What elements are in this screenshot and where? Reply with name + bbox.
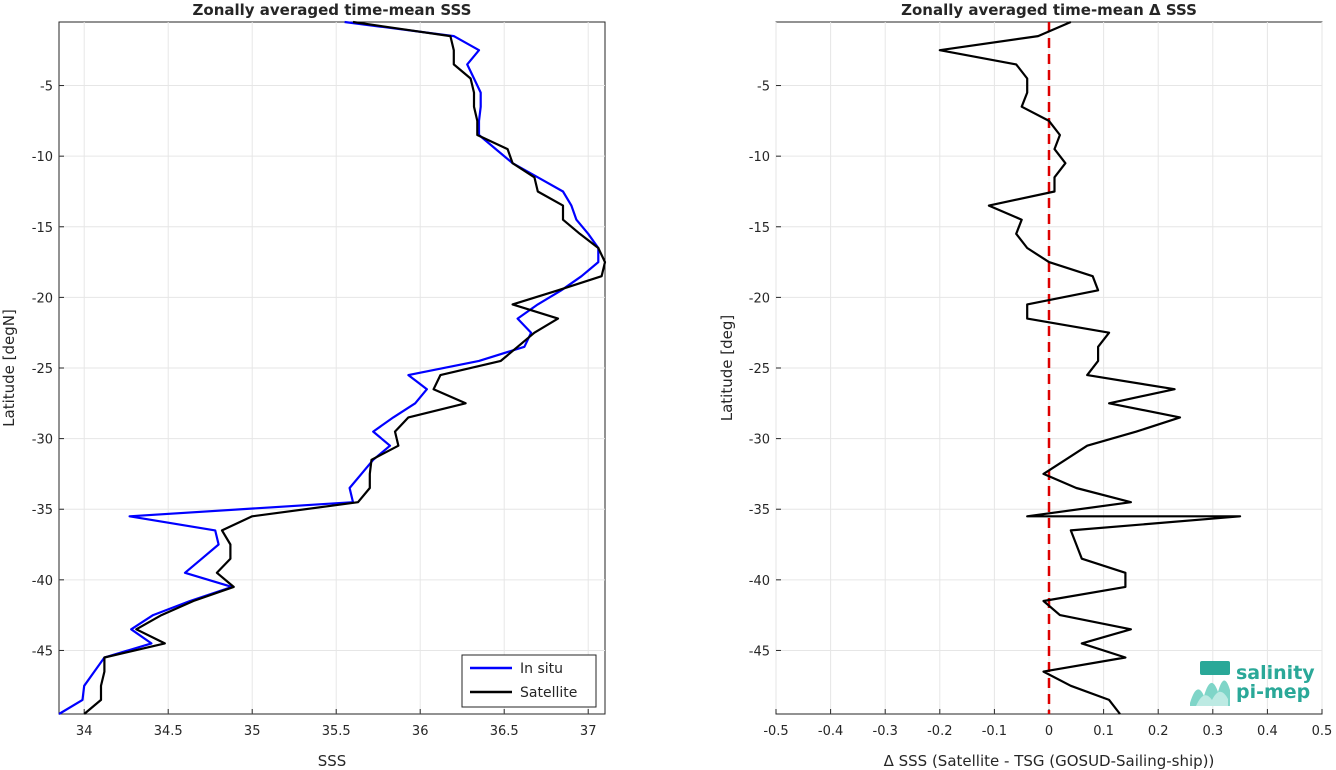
y-tick-label: -5 — [40, 80, 53, 95]
waves-icon — [1190, 661, 1230, 706]
x-tick-label: 0.3 — [1202, 724, 1223, 739]
series-line-0 — [938, 20, 1242, 715]
y-axis-label: Latitude [degN] — [0, 309, 18, 427]
grid — [59, 22, 605, 714]
x-tick-label: 0.2 — [1148, 724, 1169, 739]
x-tick-label: -0.4 — [818, 724, 843, 739]
x-tick-label: -0.3 — [873, 724, 898, 739]
logo-line1: salinity — [1236, 662, 1315, 684]
series-line-1 — [83, 20, 607, 715]
x-tick-label: -0.5 — [763, 724, 788, 739]
y-tick-label: -45 — [749, 644, 770, 659]
x-tick-label: 35.5 — [322, 724, 351, 739]
x-tick-label: 34 — [76, 724, 93, 739]
y-tick-label: -45 — [32, 644, 53, 659]
y-tick-label: -10 — [32, 150, 53, 165]
x-tick-label: 35 — [244, 724, 261, 739]
x-tick-label: -0.2 — [927, 724, 952, 739]
tick-labels: 34 34.5 35 35.5 36 36.5 37 -5 -10 -15 -20 -25 -30 -35… — [32, 80, 597, 739]
x-tick-label: 37 — [580, 724, 597, 739]
x-axis-label: Δ SSS (Satellite - TSG (GOSUD-Sailing-sh… — [884, 752, 1215, 770]
chart-title: Zonally averaged time-mean SSS — [193, 1, 472, 19]
x-tick-label: -0.1 — [982, 724, 1007, 739]
grid — [775, 22, 1323, 714]
x-axis-label: SSS — [318, 752, 347, 770]
chart-title: Zonally averaged time-mean Δ SSS — [901, 1, 1197, 19]
sss-chart: 34 34.5 35 35.5 36 36.5 37 -5 -10 -15 -20 -25 -30 -35… — [0, 1, 607, 770]
series-group — [938, 20, 1242, 715]
salinity-pimep-logo: salinity pi-mep — [1190, 661, 1315, 706]
x-tick-label: 0.4 — [1257, 724, 1278, 739]
series-group — [58, 20, 607, 715]
legend-label-satellite: Satellite — [520, 685, 577, 701]
y-tick-label: -35 — [32, 503, 53, 518]
y-tick-label: -30 — [749, 433, 770, 448]
y-tick-label: -40 — [749, 574, 770, 589]
y-tick-label: -20 — [32, 291, 53, 306]
x-tick-label: 34.5 — [154, 724, 183, 739]
y-tick-label: -20 — [749, 291, 770, 306]
legend: In situ Satellite — [461, 654, 597, 708]
logo-line2: pi-mep — [1236, 681, 1310, 703]
y-tick-label: -10 — [749, 150, 770, 165]
y-tick-label: -15 — [32, 221, 53, 236]
legend-box — [461, 654, 597, 708]
y-axis-label: Latitude [deg] — [718, 315, 736, 421]
legend-label-in-situ: In situ — [520, 661, 563, 677]
y-tick-label: -5 — [757, 80, 770, 95]
x-tick-label: 0.1 — [1093, 724, 1114, 739]
x-tick-label: 36 — [412, 724, 429, 739]
delta-sss-chart: -0.5 -0.4 -0.3 -0.2 -0.1 0 0.1 0.2 0.3 0.4 0.5 -5 -1… — [718, 1, 1332, 770]
tick-labels: -0.5 -0.4 -0.3 -0.2 -0.1 0 0.1 0.2 0.3 0.4 0.5 -5 -1… — [749, 80, 1333, 739]
x-tick-label: 0 — [1045, 724, 1053, 739]
y-tick-label: -25 — [32, 362, 53, 377]
y-tick-label: -40 — [32, 574, 53, 589]
y-tick-label: -25 — [749, 362, 770, 377]
y-tick-label: -35 — [749, 503, 770, 518]
x-tick-label: 36.5 — [490, 724, 519, 739]
y-tick-label: -15 — [749, 221, 770, 236]
y-tick-label: -30 — [32, 433, 53, 448]
x-tick-label: 0.5 — [1312, 724, 1333, 739]
